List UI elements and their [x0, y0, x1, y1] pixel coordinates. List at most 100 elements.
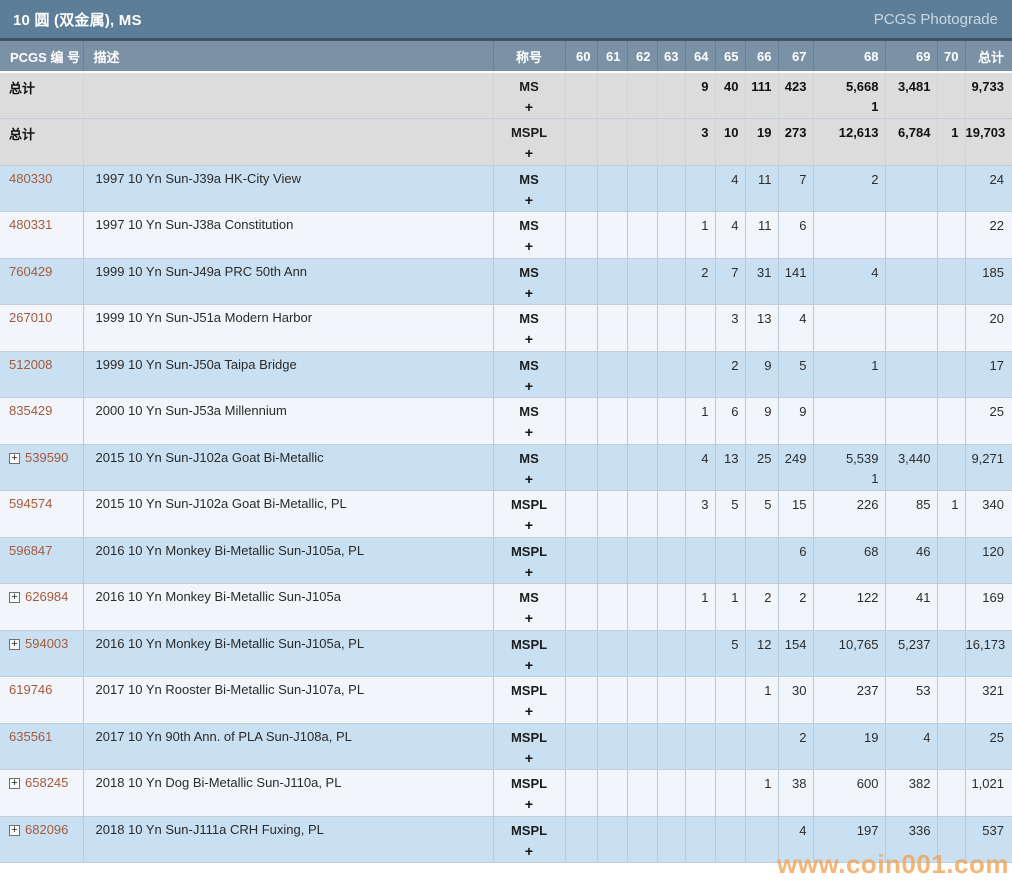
grade-count: 141 — [784, 264, 807, 280]
grade-cell-68: 122 — [813, 583, 886, 631]
table-row: +658245 2018 10 Yn Dog Bi-Metallic Sun-J… — [0, 769, 1012, 817]
row-total-cell: 16,173 — [965, 630, 1012, 677]
grade-plus-count — [886, 842, 931, 862]
table-row: 760429 1999 10 Yn Sun-J49a PRC 50th Ann … — [0, 258, 1012, 305]
grade-cell-62 — [627, 72, 658, 119]
grade-plus-count — [658, 516, 679, 536]
grade-cell-61 — [597, 630, 628, 677]
description-cell: 1999 10 Yn Sun-J51a Modern Harbor — [83, 304, 494, 352]
table-body: 总计 MS + 9 40 111 423 5,668 1 3,481 9,733 … — [0, 72, 1012, 863]
page-title: 10 圆 (双金属), MS — [13, 11, 142, 29]
coin-number-link[interactable]: 682096 — [25, 821, 69, 837]
row-total-cell: 537 — [965, 816, 1012, 863]
grade-count — [746, 729, 772, 749]
grade-cell-67: 273 — [778, 118, 814, 166]
grade-plus-count — [628, 702, 651, 722]
expand-plus-icon[interactable]: + — [9, 638, 20, 650]
grade-cell-61 — [597, 583, 628, 631]
grade-count — [886, 403, 931, 423]
coin-number-link[interactable]: 835429 — [9, 403, 53, 418]
coin-number-link[interactable]: 480330 — [9, 170, 53, 186]
grade-cell-64 — [685, 676, 716, 724]
grade-cell-69: 382 — [885, 769, 938, 817]
coin-number-link[interactable]: 635561 — [9, 728, 53, 744]
grade-count: 1 — [764, 776, 772, 791]
grade-cell-62 — [627, 258, 658, 305]
row-total-cell: 9,271 — [965, 444, 1012, 491]
grade-plus-count — [628, 191, 651, 211]
coin-number-link[interactable]: 480331 — [9, 217, 53, 232]
coin-number-cell: 760429 — [0, 258, 84, 305]
coin-number-link[interactable]: 760429 — [9, 263, 53, 279]
coin-number-cell: 596847 — [0, 537, 84, 584]
grade-count: 85 — [916, 497, 931, 512]
row-total-cell: 19,703 — [965, 118, 1012, 166]
grade-plus-count — [686, 423, 709, 443]
grade-cell-66: 9 — [745, 397, 779, 445]
designation-cell: MS + — [493, 72, 566, 119]
table-row: 480330 1997 10 Yn Sun-J39a HK-City View … — [0, 165, 1012, 212]
grade-count — [566, 496, 591, 516]
grade-plus-count — [658, 144, 679, 164]
description-text: 2015 10 Yn Sun-J102a Goat Bi-Metallic, P… — [95, 496, 347, 511]
grade-count — [814, 403, 879, 423]
grade-cell-67: 2 — [778, 723, 814, 770]
grade-plus-count — [938, 191, 959, 211]
expand-plus-icon[interactable]: + — [9, 452, 20, 464]
grade-plus-count — [566, 749, 591, 769]
designation-cell: MS + — [493, 583, 566, 631]
grade-count: 1 — [731, 590, 739, 605]
grade-count: 41 — [916, 590, 931, 605]
grade-cell-66: 9 — [745, 351, 779, 398]
grade-count — [598, 217, 621, 237]
grade-count: 3,481 — [897, 79, 931, 94]
table-row: 267010 1999 10 Yn Sun-J51a Modern Harbor… — [0, 304, 1012, 352]
coin-number-link[interactable]: 539590 — [25, 449, 69, 465]
grade-plus-count — [598, 330, 621, 350]
grade-cell-62 — [627, 769, 658, 817]
designation-cell: MS + — [493, 211, 566, 259]
coin-number-link[interactable]: 512008 — [9, 356, 53, 372]
description-text: 2015 10 Yn Sun-J102a Goat Bi-Metallic — [95, 449, 324, 465]
grade-count — [628, 403, 651, 423]
coin-number-link[interactable]: 总计 — [9, 81, 36, 96]
row-total: 25 — [989, 404, 1004, 419]
grade-count — [938, 729, 959, 749]
coin-number-link[interactable]: 594574 — [9, 496, 53, 511]
grade-plus-count — [886, 795, 931, 815]
grade-count — [746, 822, 772, 842]
coin-number-link[interactable]: 658245 — [25, 775, 69, 790]
grade-cell-63 — [657, 676, 686, 724]
coin-number-link[interactable]: 594003 — [25, 635, 69, 651]
designation-label: MSPL — [510, 497, 548, 512]
coin-number-link[interactable]: 619746 — [9, 682, 53, 697]
description-cell: 2016 10 Yn Monkey Bi-Metallic Sun-J105a,… — [83, 630, 494, 677]
grade-count — [598, 124, 621, 144]
grade-count: 68 — [864, 543, 879, 559]
grade-plus-count — [779, 191, 807, 211]
coin-number-link[interactable]: 596847 — [9, 542, 53, 558]
grade-plus-count: 1 — [871, 470, 879, 486]
grade-cell-60 — [565, 118, 598, 166]
grade-plus-count — [686, 377, 709, 397]
row-total-cell: 22 — [965, 211, 1012, 259]
grade-count: 2 — [799, 590, 807, 605]
row-total-cell: 17 — [965, 351, 1012, 398]
expand-plus-icon[interactable]: + — [9, 824, 20, 836]
grade-plus-count — [746, 98, 772, 118]
grade-plus-count — [658, 470, 679, 490]
grade-plus-count — [628, 563, 651, 583]
grade-plus-count — [938, 795, 959, 815]
expand-plus-icon[interactable]: + — [9, 592, 20, 603]
coin-number-link[interactable]: 626984 — [25, 589, 69, 604]
grade-count: 111 — [751, 79, 772, 94]
description-text: 2018 10 Yn Dog Bi-Metallic Sun-J110a, PL — [95, 775, 342, 790]
header-grade-69: 69 — [885, 41, 938, 73]
expand-plus-icon[interactable]: + — [9, 778, 20, 789]
row-total: 9,733 — [971, 79, 1004, 94]
photograde-link[interactable]: PCGS Photograde — [873, 10, 998, 28]
grade-count — [566, 357, 591, 377]
coin-number-link[interactable]: 总计 — [9, 127, 36, 142]
coin-number-link[interactable]: 267010 — [9, 310, 53, 325]
grade-plus-count — [716, 377, 739, 397]
